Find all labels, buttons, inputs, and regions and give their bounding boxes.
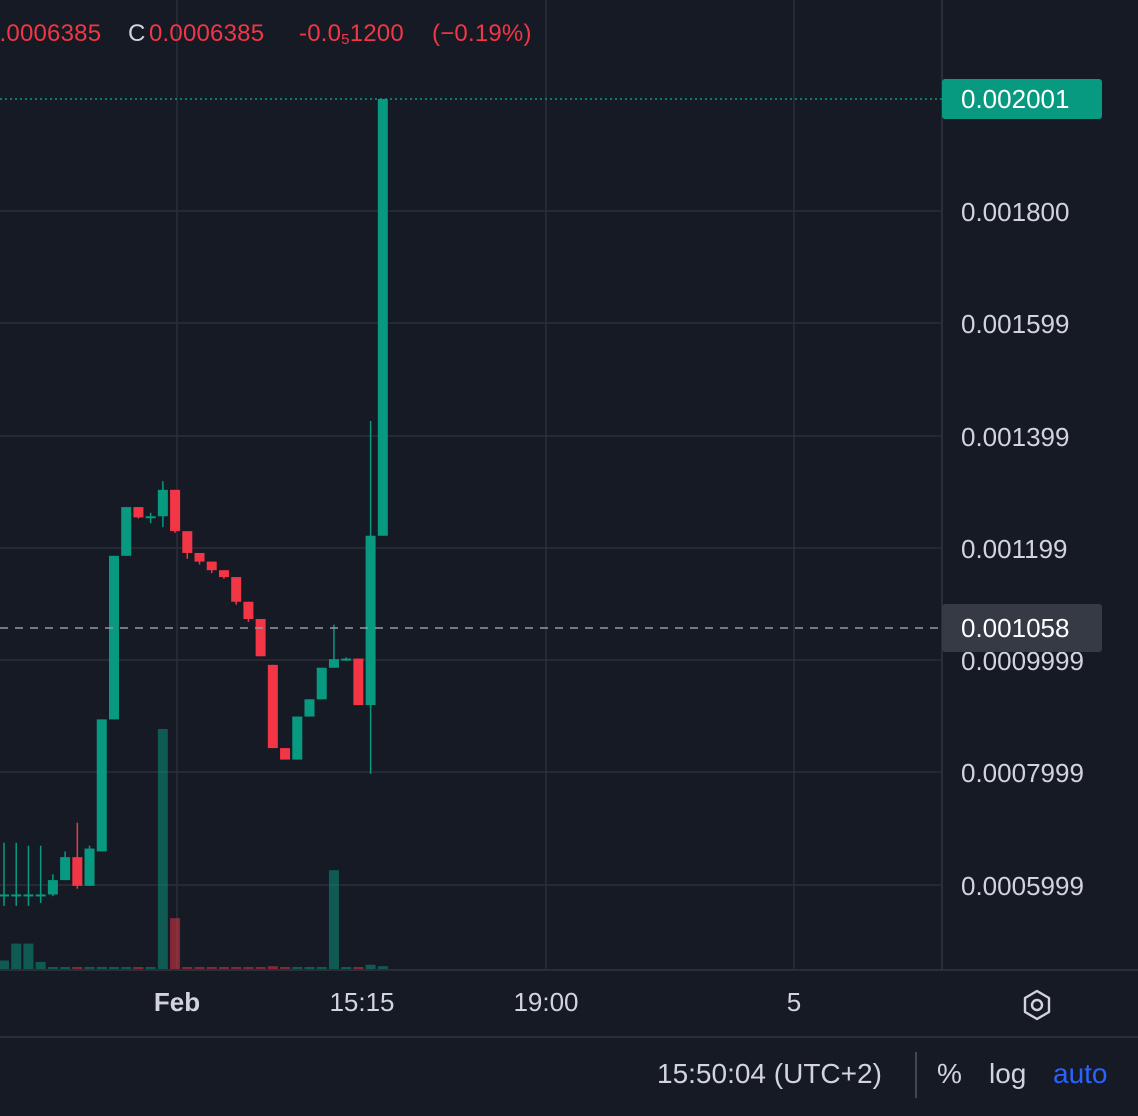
last-price-badge: 0.002001 bbox=[942, 79, 1102, 119]
candle-body bbox=[84, 848, 95, 886]
volume-bar bbox=[133, 967, 144, 969]
price-tick-label: 0.001399 bbox=[961, 422, 1069, 452]
candle-body bbox=[316, 667, 327, 700]
volume-bar bbox=[35, 961, 46, 969]
candle-body bbox=[11, 894, 22, 897]
candle-body bbox=[194, 552, 205, 562]
legend-open-value: 0.0006385 bbox=[0, 20, 102, 47]
time-tick-label: Feb bbox=[154, 987, 200, 1017]
volume-bar bbox=[121, 967, 132, 969]
volume-bar bbox=[84, 967, 95, 969]
candle-body bbox=[365, 535, 376, 706]
candle-body bbox=[23, 894, 34, 897]
price-tick-label: 0.001599 bbox=[961, 309, 1069, 339]
price-lines bbox=[0, 98, 942, 629]
volume-bar bbox=[267, 966, 278, 969]
candle-body bbox=[377, 99, 388, 536]
status-divider bbox=[915, 1052, 917, 1098]
price-tick-label: 0.001800 bbox=[961, 197, 1069, 227]
candle-body bbox=[133, 507, 144, 518]
volume-bar bbox=[255, 967, 266, 969]
candle-body bbox=[218, 570, 229, 578]
volume-bar bbox=[60, 967, 71, 969]
time-axis[interactable]: Feb 15:15 19:00 5 bbox=[154, 987, 801, 1017]
price-tick-label: 0.001199 bbox=[961, 534, 1068, 564]
status-bar: 15:50:04 (UTC+2) % log auto bbox=[0, 1036, 1138, 1116]
candle-body bbox=[47, 880, 58, 895]
volume-bar bbox=[292, 967, 303, 969]
price-tick-label: 0.0005999 bbox=[961, 871, 1084, 901]
volume-bar bbox=[170, 918, 181, 969]
volume-bar bbox=[218, 967, 229, 969]
volume-bar bbox=[206, 967, 217, 969]
candle-body bbox=[231, 577, 242, 602]
legend-close-value: 0.0006385 bbox=[149, 20, 265, 47]
volume-bar bbox=[316, 967, 327, 969]
candle-body bbox=[60, 857, 71, 881]
candle-body bbox=[72, 857, 83, 886]
volume-bar bbox=[157, 729, 168, 969]
time-tick-label: 15:15 bbox=[329, 987, 394, 1017]
price-axis[interactable]: 0.0018000.0015990.0013990.0011990.000999… bbox=[961, 197, 1084, 901]
volume-bar bbox=[365, 964, 376, 969]
candle-body bbox=[341, 658, 352, 661]
auto-scale-button[interactable]: auto bbox=[1053, 1058, 1108, 1089]
percent-scale-button[interactable]: % bbox=[937, 1058, 962, 1089]
volume-bar bbox=[96, 967, 107, 969]
candlesticks bbox=[0, 99, 388, 906]
price-chart[interactable]: 0.0018000.0015990.0013990.0011990.000999… bbox=[0, 0, 1138, 1036]
time-tick-label: 19:00 bbox=[513, 987, 578, 1017]
crosshair-price-badge: 0.001058 bbox=[942, 604, 1102, 652]
price-tick-label: 0.0007999 bbox=[961, 758, 1084, 788]
volume-bar bbox=[108, 967, 119, 969]
volume-bar bbox=[328, 870, 339, 969]
candle-body bbox=[182, 531, 193, 553]
volume-bar bbox=[182, 967, 193, 969]
candle-body bbox=[170, 489, 181, 532]
volume-bar bbox=[11, 943, 22, 969]
candle-body bbox=[121, 507, 132, 556]
candle-body bbox=[157, 489, 168, 517]
timezone-clock[interactable]: 15:50:04 (UTC+2) bbox=[657, 1058, 882, 1089]
candle-body bbox=[280, 748, 291, 760]
volume-bar bbox=[145, 967, 156, 969]
grid-lines bbox=[0, 0, 1138, 971]
legend-change-value: -0.051200 bbox=[299, 20, 404, 48]
candle-body bbox=[145, 516, 156, 519]
candle-body bbox=[108, 555, 119, 720]
volume-bar bbox=[280, 967, 291, 969]
gear-icon[interactable] bbox=[1020, 988, 1054, 1022]
candle-body bbox=[0, 894, 9, 897]
volume-bar bbox=[231, 967, 242, 969]
volume-bar bbox=[23, 943, 34, 969]
volume-bar bbox=[341, 967, 352, 969]
volume-bars bbox=[0, 729, 388, 969]
candle-body bbox=[35, 894, 46, 897]
candle-body bbox=[206, 561, 217, 571]
volume-bar bbox=[243, 967, 254, 969]
log-scale-button[interactable]: log bbox=[989, 1058, 1027, 1089]
volume-bar bbox=[353, 967, 364, 969]
candle-body bbox=[243, 601, 254, 619]
candle-body bbox=[328, 659, 339, 668]
volume-bar bbox=[47, 967, 58, 969]
candle-body bbox=[353, 658, 364, 706]
volume-bar bbox=[0, 960, 9, 969]
volume-bar bbox=[194, 967, 205, 969]
time-tick-label: 5 bbox=[787, 987, 801, 1017]
candle-body bbox=[304, 699, 315, 717]
legend-change-percent: (−0.19%) bbox=[432, 20, 532, 47]
volume-bar bbox=[72, 967, 83, 969]
candle-body bbox=[255, 618, 266, 657]
legend-close-label: C bbox=[128, 20, 146, 47]
candle-body bbox=[292, 716, 303, 760]
candle-body bbox=[267, 664, 278, 749]
volume-bar bbox=[377, 966, 388, 969]
volume-bar bbox=[304, 967, 315, 969]
candle-body bbox=[96, 719, 107, 852]
